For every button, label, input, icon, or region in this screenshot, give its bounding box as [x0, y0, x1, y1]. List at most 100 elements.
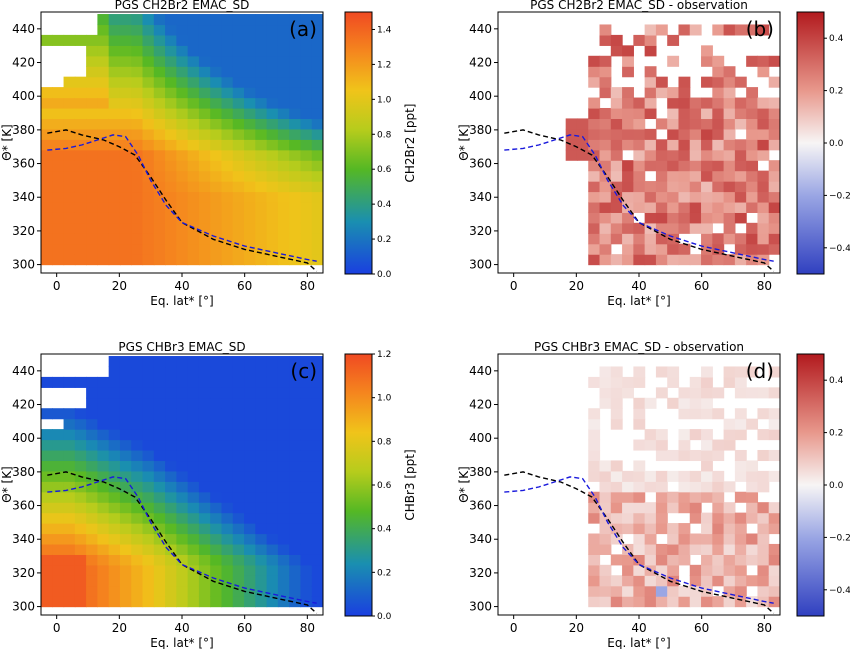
- blue-dashed-line: [504, 134, 774, 262]
- heatmap-cell: [187, 14, 200, 26]
- heatmap-cell: [198, 243, 211, 255]
- colorbar-tick-label: 0.0: [829, 481, 844, 491]
- heatmap-cell: [86, 449, 98, 462]
- heatmap-cell: [165, 470, 177, 482]
- heatmap-cell: [311, 139, 323, 151]
- heatmap-cell: [266, 45, 279, 57]
- heatmap-cell: [97, 387, 110, 399]
- heatmap-cell: [153, 356, 166, 368]
- heatmap-cell: [323, 502, 335, 513]
- heatmap-cell: [108, 87, 121, 99]
- heatmap-cell: [232, 170, 245, 182]
- heatmap-cell: [622, 97, 634, 109]
- heatmap-cell: [768, 512, 780, 524]
- heatmap-cell: [266, 470, 279, 482]
- heatmap-cell: [255, 491, 268, 503]
- heatmap-cell: [41, 376, 53, 388]
- heatmap-cell: [176, 97, 189, 109]
- heatmap-cell: [633, 243, 646, 255]
- heatmap-cell: [622, 564, 634, 576]
- heatmap-cell: [119, 596, 132, 608]
- y-tick-label: 340: [469, 190, 492, 204]
- heatmap-cell: [187, 149, 200, 161]
- heatmap-cell: [165, 356, 177, 368]
- heatmap-cell: [52, 449, 65, 462]
- heatmap-cell: [86, 139, 98, 151]
- heatmap-cell: [311, 460, 323, 472]
- heatmap-cell: [176, 376, 189, 388]
- heatmap-cell: [300, 55, 313, 67]
- heatmap-cell: [210, 243, 223, 255]
- heatmap-cell: [142, 491, 155, 503]
- heatmap-cell: [300, 523, 313, 535]
- heatmap-cell: [142, 543, 155, 555]
- heatmap-cell: [210, 34, 223, 46]
- heatmap-cell: [723, 376, 736, 388]
- heatmap-cell: [153, 470, 166, 482]
- heatmap-cell: [41, 481, 53, 493]
- heatmap-cell: [757, 201, 770, 213]
- heatmap-cell: [232, 149, 245, 161]
- heatmap-cell: [622, 170, 634, 182]
- heatmap-cell: [244, 222, 256, 234]
- heatmap-cell: [300, 575, 313, 587]
- heatmap-cell: [108, 356, 121, 368]
- heatmap-cell: [757, 107, 770, 120]
- heatmap-cell: [74, 575, 87, 587]
- heatmap-cell: [86, 160, 98, 172]
- y-tick-label: 440: [12, 22, 35, 36]
- heatmap-cell: [41, 523, 53, 535]
- heatmap-cell: [153, 481, 166, 493]
- heatmap-cell: [41, 233, 53, 245]
- heatmap-cell: [153, 149, 166, 161]
- heatmap-cell: [97, 418, 110, 430]
- heatmap-cell: [289, 254, 302, 266]
- heatmap-cell: [210, 376, 223, 388]
- heatmap-cell: [622, 139, 634, 151]
- heatmap-cell: [108, 118, 121, 130]
- heatmap-cell: [187, 66, 200, 78]
- heatmap-cell: [655, 439, 668, 451]
- heatmap-cell: [712, 160, 725, 172]
- heatmap-cell: [153, 418, 166, 430]
- heatmap-cell: [41, 596, 53, 608]
- heatmap-cell: [198, 149, 211, 161]
- heatmap-cell: [667, 554, 680, 566]
- heatmap-cell: [266, 34, 279, 46]
- heatmap-cell: [712, 201, 725, 213]
- heatmap-cell: [655, 575, 668, 587]
- heatmap-cell: [142, 554, 155, 566]
- heatmap-cell: [97, 128, 110, 140]
- heatmap-cell: [678, 212, 691, 224]
- heatmap-cell: [610, 470, 623, 482]
- heatmap-cell: [244, 439, 256, 451]
- heatmap-cell: [757, 575, 770, 587]
- heatmap-cell: [210, 470, 223, 482]
- heatmap-cell: [165, 24, 177, 36]
- heatmap-cell: [86, 128, 98, 140]
- heatmap-cell: [187, 481, 200, 493]
- heatmap-cell: [768, 222, 780, 234]
- heatmap-cell: [176, 212, 189, 224]
- x-tick-label: 0: [510, 621, 518, 635]
- heatmap-cell: [746, 233, 759, 245]
- heatmap-cell: [277, 376, 290, 388]
- heatmap-cell: [277, 491, 290, 503]
- heatmap-cell: [701, 128, 713, 140]
- heatmap-cell: [667, 533, 680, 545]
- heatmap-cell: [244, 14, 256, 26]
- heatmap-cell: [644, 24, 657, 36]
- heatmap-cell: [723, 160, 736, 172]
- heatmap-cell: [746, 460, 759, 472]
- heatmap-cell: [221, 439, 234, 451]
- heatmap-cell: [142, 87, 155, 99]
- heatmap-cell: [63, 233, 76, 245]
- heatmap-cell: [289, 128, 302, 140]
- heatmap-cell: [221, 575, 234, 587]
- heatmap-cell: [757, 585, 770, 597]
- heatmap-cell: [97, 139, 110, 151]
- heatmap-cell: [610, 181, 623, 193]
- heatmap-cell: [734, 387, 747, 399]
- heatmap-cell: [176, 523, 189, 535]
- x-tick-label: 80: [757, 279, 772, 293]
